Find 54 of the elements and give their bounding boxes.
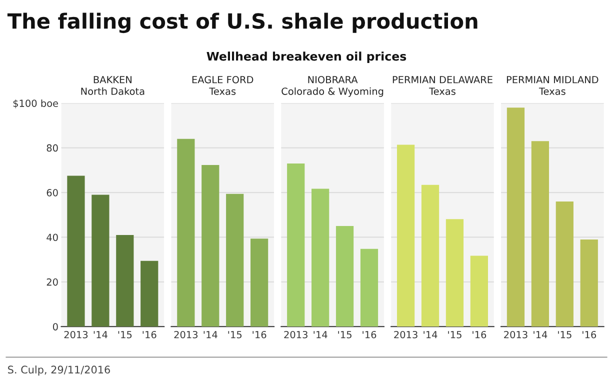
bar — [336, 226, 354, 327]
y-tick-label: 0 — [52, 323, 58, 330]
chart-title: NIOBRARA Colorado & Wyoming — [282, 76, 384, 97]
x-tick-label: '16 — [142, 330, 156, 338]
bar — [421, 184, 440, 327]
x-tick-label: '14 — [424, 331, 438, 338]
x-tick-label: '14 — [94, 331, 108, 338]
bar — [506, 108, 525, 327]
x-tick-label: '14 — [314, 331, 328, 338]
text: Wellhead breakeven oil prices — [206, 52, 406, 64]
y-tick-label: 80 — [46, 144, 58, 152]
x-tick-label: 2013 — [504, 330, 528, 338]
x-tick-label: 2013 — [64, 330, 88, 338]
bar — [580, 239, 598, 327]
bar — [287, 163, 305, 327]
bar — [250, 238, 268, 327]
text: S. Culp, 29/11/2016 — [8, 366, 110, 376]
bar — [140, 260, 158, 327]
x-tick-label: '16 — [362, 330, 376, 338]
bar — [92, 194, 110, 327]
y-tick-label: 20 — [46, 278, 58, 286]
x-tick-label: 2013 — [284, 330, 308, 338]
x-tick-label: '16 — [582, 330, 596, 338]
x-tick-label: '15 — [228, 331, 242, 338]
bar — [202, 165, 220, 327]
text: The falling cost of U.S. shale production — [7, 12, 478, 34]
y-tick-label: 40 — [46, 234, 58, 242]
bar — [531, 141, 550, 327]
x-tick-label: '15 — [558, 331, 572, 338]
x-tick-label: '15 — [118, 331, 132, 338]
x-tick-label: '14 — [534, 331, 548, 338]
y-tick-label: $100 boe — [13, 99, 58, 108]
bar — [67, 176, 85, 327]
x-tick-label: '15 — [338, 331, 352, 338]
bar — [116, 234, 134, 327]
y-tick-label: 60 — [46, 189, 58, 196]
chart-title: PERMIAN DELAWARE Texas — [392, 76, 492, 95]
bar — [177, 138, 195, 327]
chart-title: PERMIAN MIDLAND Texas — [506, 76, 598, 95]
bar — [360, 248, 378, 327]
x-tick-label: 2013 — [174, 330, 198, 338]
bar — [446, 219, 464, 327]
bar — [556, 201, 574, 327]
bar — [312, 188, 330, 327]
x-tick-label: '16 — [472, 330, 486, 338]
bar — [226, 194, 244, 327]
x-tick-label: '14 — [204, 331, 218, 338]
x-tick-label: 2013 — [394, 330, 418, 338]
chart-title: BAKKEN North Dakota — [81, 76, 144, 95]
x-tick-label: '15 — [448, 331, 462, 338]
bar — [470, 256, 488, 327]
x-tick-label: '16 — [252, 330, 266, 338]
bar — [396, 144, 415, 327]
chart-title: EAGLE FORD Texas — [192, 76, 254, 95]
